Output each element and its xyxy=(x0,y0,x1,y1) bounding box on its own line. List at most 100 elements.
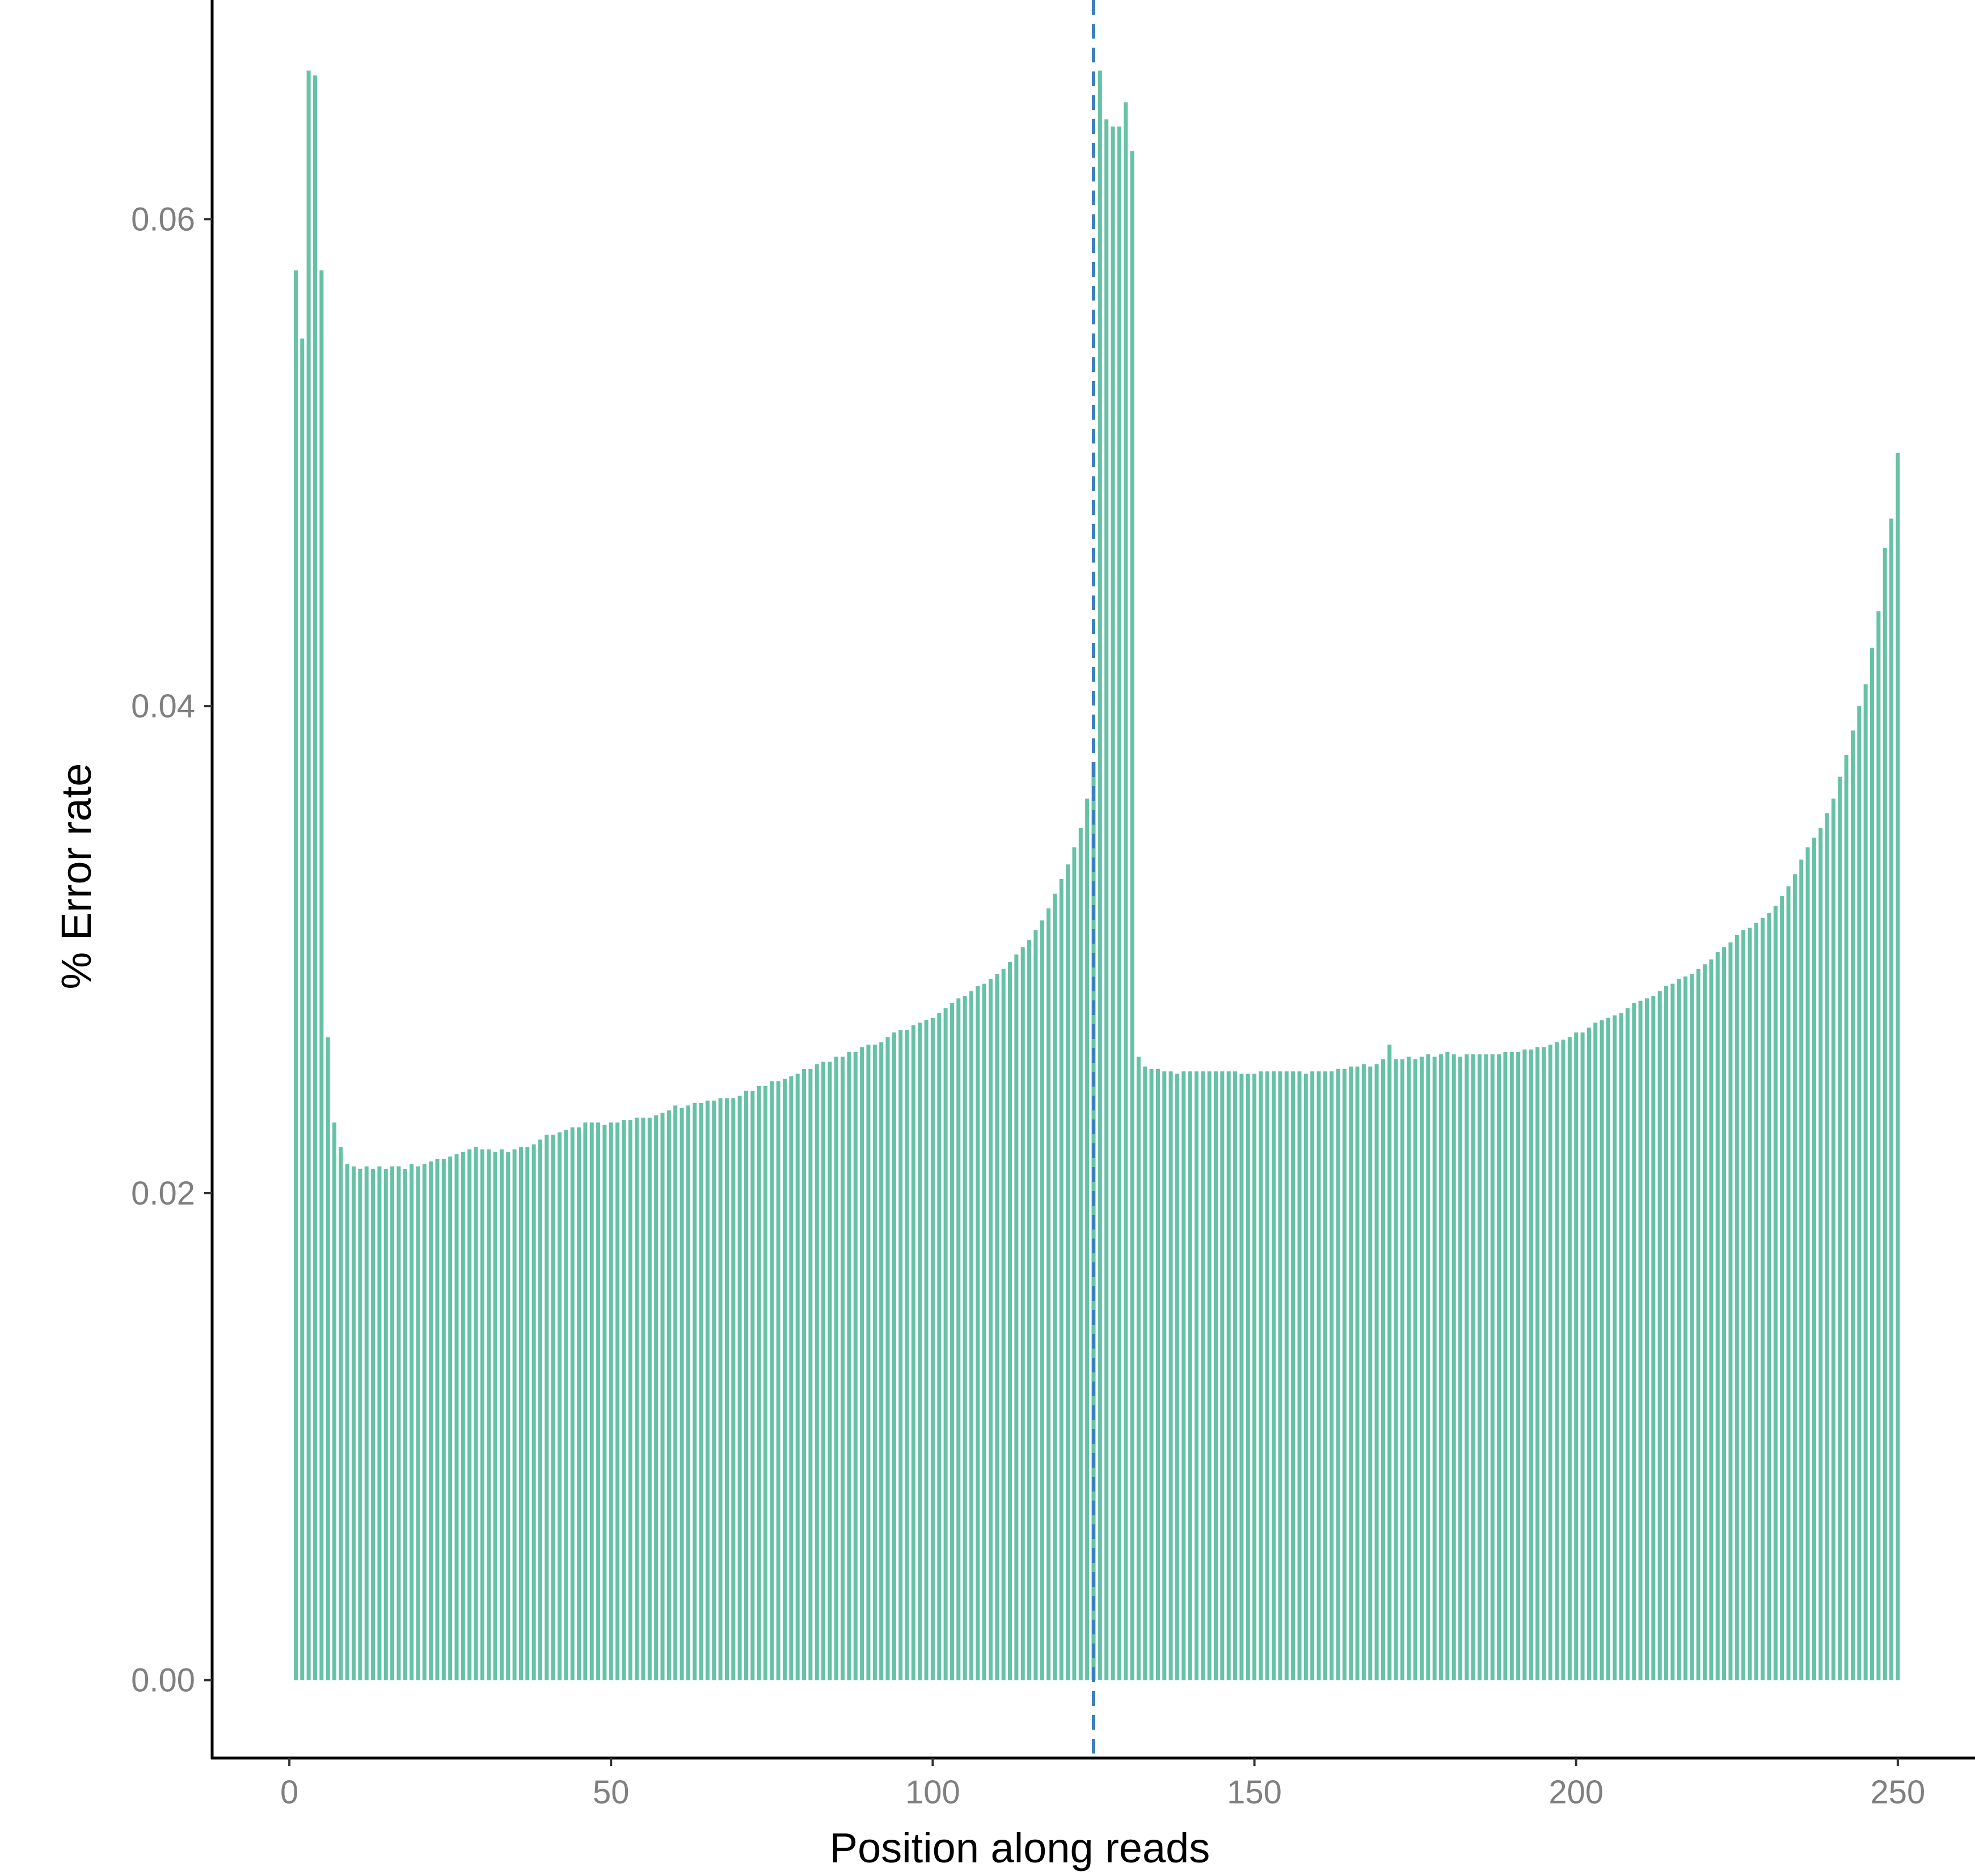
bar xyxy=(853,1051,858,1680)
bar xyxy=(757,1085,761,1680)
bar xyxy=(1381,1059,1385,1680)
bar xyxy=(750,1091,755,1680)
bar xyxy=(808,1068,813,1680)
bar xyxy=(1683,976,1688,1680)
bar xyxy=(1509,1051,1514,1680)
bar xyxy=(1799,859,1804,1680)
bar xyxy=(712,1100,716,1680)
bar xyxy=(1085,798,1090,1680)
bar xyxy=(390,1166,395,1680)
bar xyxy=(313,75,317,1680)
bar xyxy=(1368,1066,1373,1680)
bar xyxy=(1773,906,1778,1680)
bar xyxy=(1104,119,1109,1680)
bar xyxy=(371,1168,375,1680)
bar xyxy=(905,1030,909,1680)
bar xyxy=(949,1003,954,1680)
bar xyxy=(570,1127,575,1680)
bar xyxy=(1574,1032,1579,1680)
bar xyxy=(396,1166,401,1680)
bar xyxy=(693,1103,697,1680)
bar xyxy=(1529,1049,1533,1680)
bar xyxy=(1863,684,1868,1680)
bar xyxy=(1426,1054,1430,1680)
bar xyxy=(1098,70,1102,1680)
bar xyxy=(1458,1057,1463,1680)
bar xyxy=(1748,927,1752,1680)
bar xyxy=(1805,847,1810,1680)
bar xyxy=(847,1051,851,1680)
bar xyxy=(602,1125,607,1680)
bar xyxy=(422,1164,427,1680)
bar xyxy=(1323,1071,1327,1680)
bar xyxy=(1613,1015,1617,1680)
bar xyxy=(1825,813,1829,1680)
bar xyxy=(429,1161,433,1680)
bar xyxy=(1586,1027,1591,1680)
y-tick-label: 0.04 xyxy=(131,688,195,725)
bar xyxy=(480,1149,484,1680)
bar xyxy=(589,1122,594,1680)
bar xyxy=(506,1151,510,1680)
bar xyxy=(1722,947,1727,1680)
bar xyxy=(1355,1066,1360,1680)
bar xyxy=(1690,974,1694,1680)
y-axis-title: % Error rate xyxy=(53,763,100,990)
bar xyxy=(872,1044,877,1680)
bar xyxy=(828,1062,832,1680)
bar xyxy=(802,1068,807,1680)
bar xyxy=(1439,1054,1444,1680)
bar xyxy=(1259,1071,1263,1680)
bar xyxy=(724,1098,729,1680)
bar xyxy=(1394,1059,1398,1680)
bar xyxy=(1465,1054,1469,1680)
bar xyxy=(1374,1064,1379,1680)
bar xyxy=(821,1062,826,1680)
bar xyxy=(499,1149,504,1680)
bar xyxy=(1451,1054,1456,1680)
bar xyxy=(1664,986,1669,1680)
bar xyxy=(1008,961,1012,1680)
bar xyxy=(1033,930,1038,1680)
bar xyxy=(918,1022,922,1680)
bar xyxy=(666,1110,671,1680)
y-tick-label: 0.00 xyxy=(131,1662,195,1699)
bar xyxy=(1014,954,1019,1680)
bar xyxy=(1883,548,1887,1680)
bar xyxy=(339,1147,343,1680)
bar xyxy=(898,1030,903,1680)
bar-series xyxy=(293,70,1900,1680)
bar xyxy=(518,1147,523,1680)
bar xyxy=(930,1017,935,1680)
bar xyxy=(358,1168,362,1680)
bar xyxy=(1670,983,1675,1680)
bar xyxy=(1246,1074,1250,1680)
bar xyxy=(467,1149,472,1680)
bar xyxy=(306,70,311,1680)
bar xyxy=(1040,920,1044,1680)
bar xyxy=(1657,991,1662,1680)
bar xyxy=(352,1166,356,1680)
bar xyxy=(454,1154,459,1680)
bar xyxy=(976,986,980,1680)
bar xyxy=(680,1108,684,1680)
bar xyxy=(326,1037,330,1680)
bar xyxy=(1677,979,1681,1680)
bar xyxy=(577,1127,581,1680)
bar xyxy=(1143,1066,1147,1680)
bar xyxy=(1606,1017,1610,1680)
bar xyxy=(943,1008,948,1680)
bar xyxy=(1291,1071,1295,1680)
bar xyxy=(635,1117,639,1680)
bar xyxy=(866,1044,871,1680)
bar xyxy=(1194,1071,1198,1680)
bar xyxy=(1548,1044,1552,1680)
bar xyxy=(1207,1071,1212,1680)
bar xyxy=(1059,879,1064,1680)
bar xyxy=(1644,998,1649,1680)
bar xyxy=(1471,1054,1475,1680)
bar xyxy=(1535,1047,1540,1680)
bar xyxy=(410,1164,414,1680)
